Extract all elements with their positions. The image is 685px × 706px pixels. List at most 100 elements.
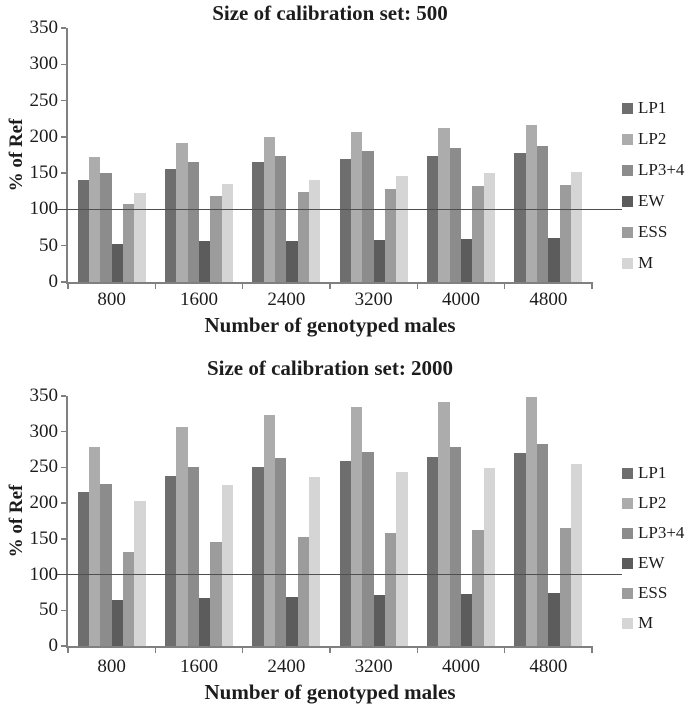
bar-lp3-4-1600 <box>187 161 199 282</box>
x-tick <box>154 648 157 653</box>
legend-item-lp3-4: LP3+4 <box>622 160 684 180</box>
bar-ess-4800 <box>559 528 571 646</box>
x-tick-label-2400: 2400 <box>267 656 306 677</box>
legend-item-lp3-4: LP3+4 <box>622 523 684 543</box>
bar-m-4800 <box>570 171 583 282</box>
bar-lp1-3200 <box>339 158 352 282</box>
bar-m-2400 <box>308 179 321 282</box>
y-tick <box>61 244 66 247</box>
x-tick <box>241 284 244 289</box>
bar-lp1-2400 <box>252 467 264 646</box>
chart-title: Size of calibration set: 2000 <box>206 356 454 380</box>
legend-item-m: M <box>622 253 653 273</box>
x-tick-label-4000: 4000 <box>441 289 480 310</box>
legend-item-ess: ESS <box>622 583 667 603</box>
y-tick-label-150: 150 <box>29 527 59 549</box>
bar-lp1-3200 <box>339 461 352 646</box>
y-tick-label-200: 200 <box>29 492 59 514</box>
bar-m-4000 <box>483 468 495 646</box>
legend-swatch-ess <box>622 226 633 238</box>
bar-lp3-4-800 <box>100 483 112 646</box>
bar-ew-4800 <box>548 238 560 282</box>
y-tick-label-50: 50 <box>39 599 58 621</box>
y-tick <box>61 27 66 29</box>
bar-ess-3200 <box>384 533 397 646</box>
y-tick <box>61 466 66 469</box>
bar-m-3200 <box>396 471 408 646</box>
x-tick <box>591 648 593 653</box>
chart-calibration-2000: Size of calibration set: 2000 % of Ref 0… <box>0 353 685 706</box>
bar-lp3-4-800 <box>100 173 112 282</box>
y-tick <box>61 281 66 283</box>
legend-swatch-lp3-4 <box>622 527 633 539</box>
bar-lp2-4800 <box>525 397 538 646</box>
bar-lp1-2400 <box>252 162 264 282</box>
bar-ew-1600 <box>199 598 211 646</box>
legend-item-lp2: LP2 <box>622 129 666 149</box>
bar-lp2-1600 <box>176 426 188 646</box>
bar-lp2-4800 <box>525 125 538 282</box>
x-tick-label-3200: 3200 <box>354 656 393 677</box>
x-tick-label-4800: 4800 <box>529 289 568 310</box>
bar-lp2-800 <box>89 447 101 646</box>
bar-lp1-4000 <box>427 456 439 646</box>
bar-lp2-1600 <box>176 143 188 282</box>
y-tick-label-300: 300 <box>29 53 59 75</box>
y-tick <box>61 502 66 504</box>
bar-m-800 <box>134 193 146 282</box>
x-axis-line <box>66 646 593 648</box>
x-axis-title: Number of genotyped males <box>204 680 456 704</box>
bar-m-2400 <box>308 477 321 646</box>
x-tick <box>416 284 419 289</box>
bar-lp1-1600 <box>165 476 177 646</box>
x-tick <box>241 648 244 653</box>
y-tick-label-0: 0 <box>48 635 59 656</box>
y-tick <box>61 538 66 540</box>
legend-swatch-lp1 <box>622 102 633 114</box>
y-tick-label-250: 250 <box>29 456 59 478</box>
legend-swatch-lp2 <box>622 133 633 145</box>
legend-label-m: M <box>638 253 654 272</box>
legend-label-lp1: LP1 <box>638 463 667 482</box>
bar-ew-800 <box>111 243 123 282</box>
legend-swatch-lp3-4 <box>622 164 633 176</box>
bar-ess-800 <box>122 204 135 282</box>
bar-ew-3200 <box>373 594 385 646</box>
x-tick-label-1600: 1600 <box>179 289 218 310</box>
y-tick <box>61 172 66 174</box>
y-tick <box>61 430 66 433</box>
bar-lp2-800 <box>89 157 101 282</box>
plot-area: 0 50 100 150 200 250 300 350 800 1600 2400 3200 4000… <box>0 353 685 706</box>
bar-lp3-4-4800 <box>537 443 549 646</box>
bar-lp1-1600 <box>165 168 177 282</box>
bar-ew-4000 <box>461 593 473 646</box>
y-tick <box>61 63 66 66</box>
y-tick <box>61 136 66 138</box>
bar-lp2-4000 <box>438 402 450 646</box>
legend-label-m: M <box>638 613 654 632</box>
plot-area: 0 50 100 150 200 250 300 350 800 1600 2400 3200 4000… <box>29 17 685 310</box>
chart-title: Size of calibration set: 500 <box>212 1 448 25</box>
legend-item-lp1: LP1 <box>622 463 666 483</box>
bar-lp3-4-2400 <box>275 155 287 282</box>
legend-label-lp1: LP1 <box>638 98 667 117</box>
bar-lp1-4800 <box>514 152 526 282</box>
legend-label-ew: EW <box>638 553 665 572</box>
bar-lp3-4-2400 <box>275 458 287 646</box>
bar-ew-1600 <box>199 241 211 282</box>
y-axis-line <box>66 28 68 284</box>
bar-lp1-800 <box>77 492 90 646</box>
y-tick-label-350: 350 <box>29 385 59 406</box>
legend-swatch-ess <box>622 587 633 599</box>
x-tick-label-800: 800 <box>97 289 126 310</box>
legend-item-ew: EW <box>622 553 664 573</box>
x-tick-label-800: 800 <box>97 656 126 677</box>
bar-lp2-3200 <box>351 131 363 282</box>
x-tick <box>503 648 506 653</box>
y-axis-line <box>66 396 68 648</box>
bar-lp3-4-3200 <box>362 151 374 282</box>
legend-label-lp3-4: LP3+4 <box>638 160 685 179</box>
bar-lp1-4800 <box>514 453 526 646</box>
x-tick <box>67 284 69 289</box>
bar-lp2-3200 <box>351 407 363 646</box>
